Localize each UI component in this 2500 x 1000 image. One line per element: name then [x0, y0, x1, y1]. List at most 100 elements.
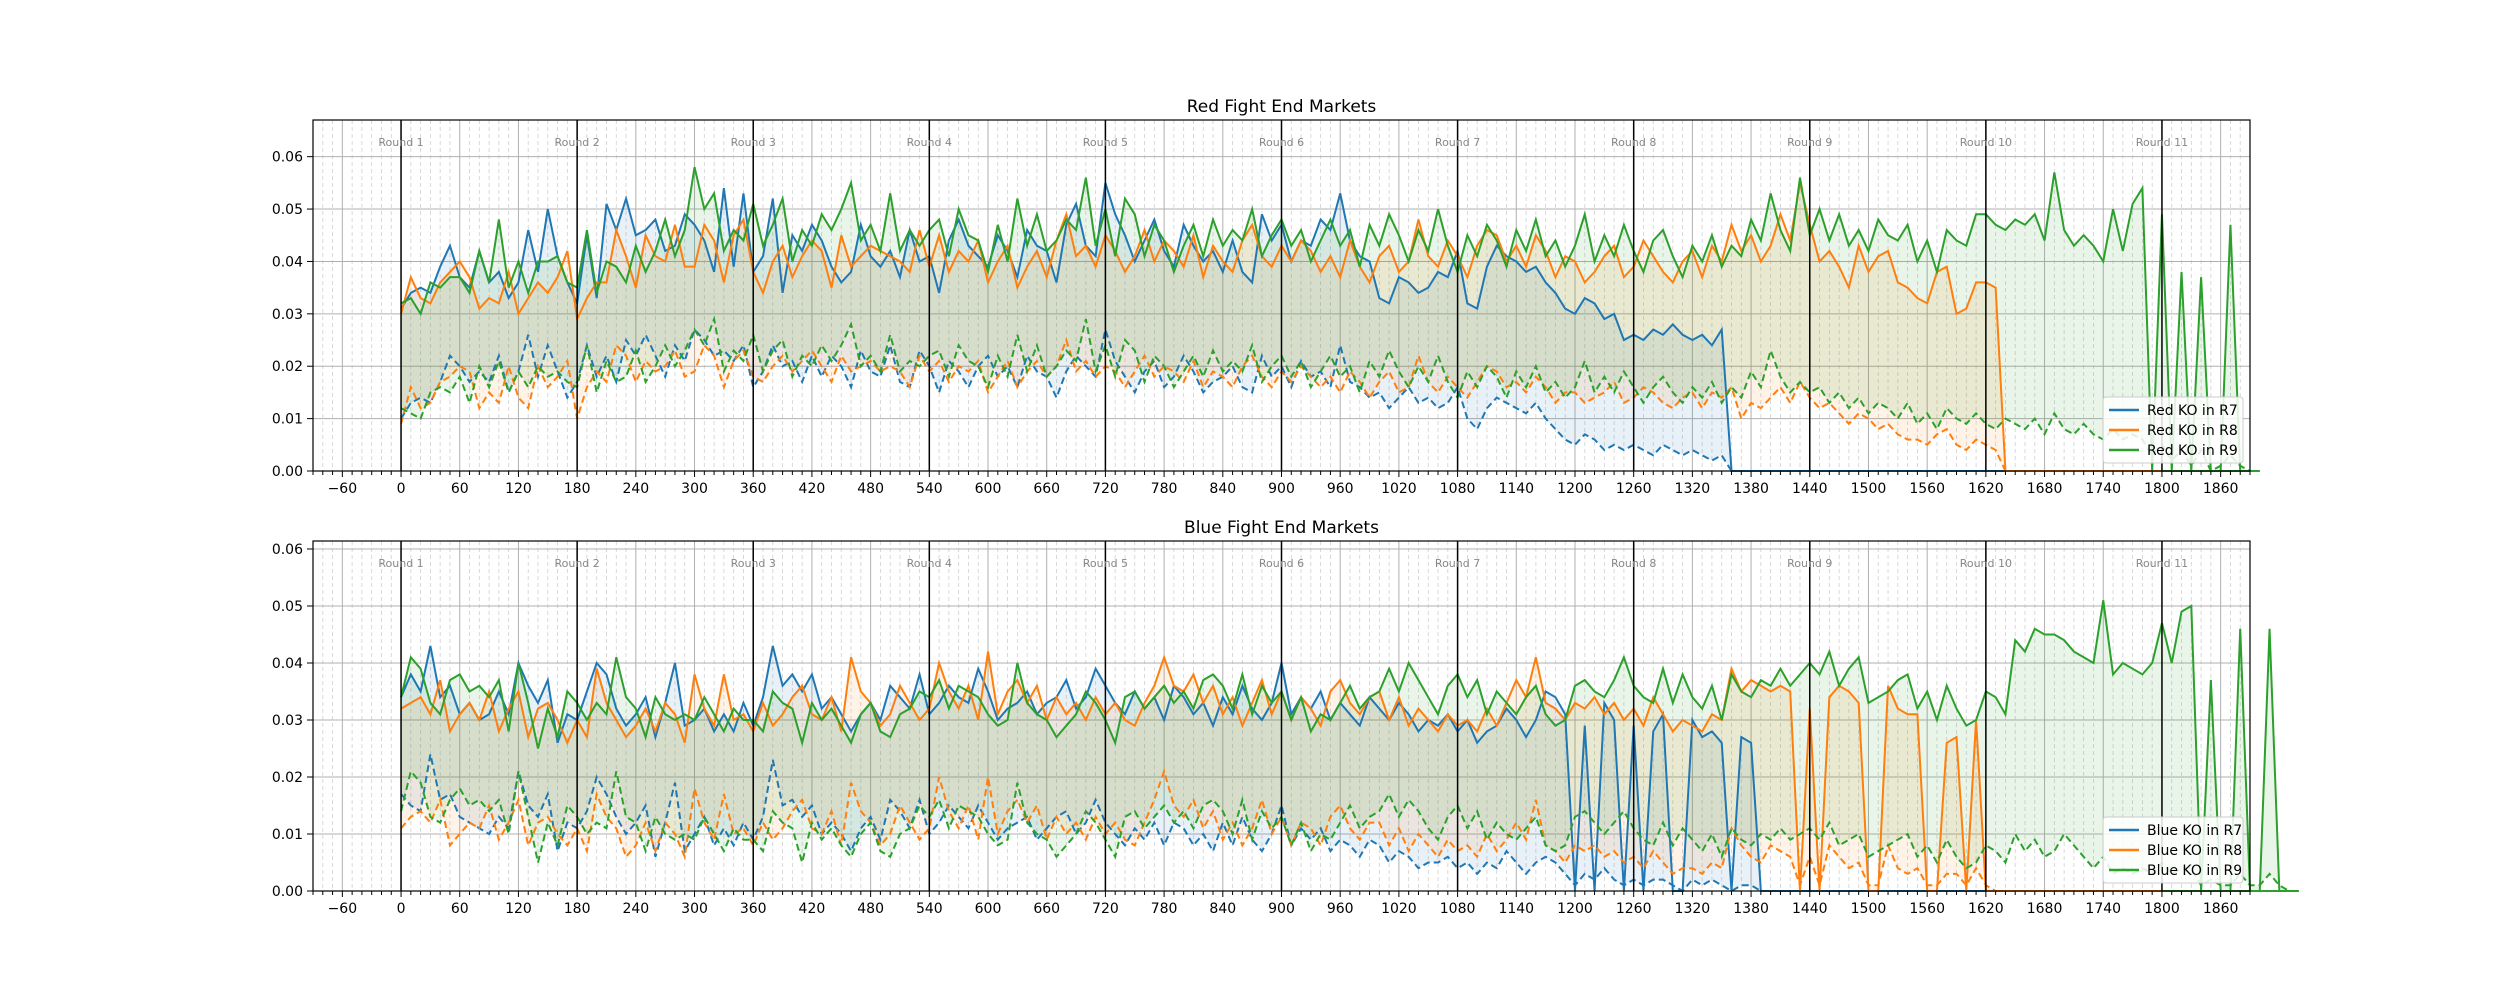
x-tick-label: 660 [1033, 481, 1060, 497]
round-label: Round 3 [731, 557, 776, 570]
x-tick-label: 960 [1327, 481, 1354, 497]
legend-entry: Blue KO in R7 [2147, 823, 2242, 839]
x-tick-label: 960 [1327, 901, 1354, 917]
series-lower-line [400, 767, 2006, 892]
x-tick-label: 540 [916, 481, 943, 497]
legend-box [2102, 816, 2244, 884]
series-upper-line [400, 645, 2162, 892]
x-tick-label: 1500 [1851, 901, 1887, 917]
y-tick-label: 0.02 [272, 770, 303, 786]
series-lower-line [400, 325, 1733, 472]
x-tick-label: 1500 [1851, 481, 1887, 497]
x-tick-label: 900 [1268, 901, 1295, 917]
x-tick-label: −60 [328, 901, 358, 917]
round-label: Round 5 [1083, 557, 1128, 570]
x-tick-label: 1260 [1616, 901, 1652, 917]
y-tick-label: 0.06 [272, 542, 303, 558]
legend-entry: Red KO in R8 [2147, 423, 2238, 439]
chart-title: Blue Fight End Markets [1184, 518, 1379, 538]
x-tick-label: 720 [1092, 901, 1119, 917]
series-fill-9 [401, 600, 2299, 891]
x-tick-label: 1620 [1968, 901, 2004, 917]
x-tick-label: 1140 [1498, 901, 1534, 917]
x-tick-label: 1740 [2085, 901, 2121, 917]
x-tick-label: 1620 [1968, 481, 2004, 497]
x-tick-label: 1020 [1381, 901, 1417, 917]
legend-entry: Red KO in R9 [2147, 443, 2238, 459]
red-fight-end-markets-panel: Round 1 Round 2 Round 3 Round 4 Round 5 Round… [272, 97, 2260, 497]
round-label: Round 1 [378, 136, 423, 149]
x-tick-label: 1200 [1557, 901, 1593, 917]
round-label: Round 8 [1611, 557, 1656, 570]
series-lower-line [400, 315, 2260, 473]
round-label: Round 11 [2136, 136, 2188, 149]
x-tick-label: 1560 [1909, 901, 1945, 917]
round-label: Round 6 [1259, 136, 1304, 149]
y-tick-label: 0.05 [272, 202, 303, 218]
x-tick-label: 1080 [1440, 481, 1476, 497]
x-tick-label: 420 [799, 481, 826, 497]
x-tick-label: 480 [857, 901, 884, 917]
x-tick-label: 1320 [1675, 481, 1711, 497]
series-fill-7 [401, 182, 1732, 472]
series-fill-8 [401, 182, 2006, 472]
round-label: Round 4 [907, 557, 952, 570]
x-tick-label: 1200 [1557, 481, 1593, 497]
series-fill-8 [401, 651, 2006, 891]
round-label: Round 9 [1787, 136, 1832, 149]
x-tick-label: 0 [397, 481, 406, 497]
x-tick-label: 600 [975, 481, 1002, 497]
x-tick-label: 300 [681, 481, 708, 497]
x-tick-label: 480 [857, 481, 884, 497]
series-upper-line [400, 182, 2162, 472]
x-tick-label: 300 [681, 901, 708, 917]
x-tick-label: 240 [622, 901, 649, 917]
x-tick-label: 1080 [1440, 901, 1476, 917]
x-tick-label: 420 [799, 901, 826, 917]
x-tick-label: 1440 [1792, 481, 1828, 497]
x-tick-label: 1380 [1733, 481, 1769, 497]
x-tick-label: 1800 [2144, 901, 2180, 917]
x-tick-label: 840 [1209, 481, 1236, 497]
series-lower-line [400, 769, 2299, 892]
y-tick-label: 0.01 [272, 412, 303, 428]
y-tick-label: 0.03 [272, 713, 303, 729]
series-upper-line [400, 600, 2299, 892]
x-tick-label: 780 [1151, 901, 1178, 917]
x-tick-label: 840 [1209, 901, 1236, 917]
round-label: Round 7 [1435, 136, 1480, 149]
y-tick-label: 0.06 [272, 150, 303, 166]
y-tick-label: 0.00 [272, 464, 303, 480]
legend-entry: Blue KO in R9 [2147, 863, 2242, 879]
x-tick-label: 900 [1268, 481, 1295, 497]
x-tick-label: 240 [622, 481, 649, 497]
x-tick-label: 1020 [1381, 481, 1417, 497]
chart-title: Red Fight End Markets [1187, 97, 1377, 117]
round-label: Round 1 [378, 557, 423, 570]
x-tick-label: 1380 [1733, 901, 1769, 917]
round-label: Round 5 [1083, 136, 1128, 149]
x-tick-label: 60 [451, 901, 469, 917]
series-fill-7 [401, 645, 1781, 891]
round-label: Round 3 [731, 136, 776, 149]
round-label: Round 7 [1435, 557, 1480, 570]
series-upper-line [400, 182, 2162, 472]
x-tick-label: 360 [740, 481, 767, 497]
x-tick-label: 0 [397, 901, 406, 917]
legend-entry: Red KO in R7 [2147, 403, 2238, 419]
x-tick-label: 120 [505, 481, 532, 497]
blue-fight-end-markets-panel: Round 1 Round 2 Round 3 Round 4 Round 5 Round… [272, 518, 2299, 917]
x-tick-label: 780 [1151, 481, 1178, 497]
x-tick-label: −60 [328, 481, 358, 497]
x-tick-label: 1680 [2027, 901, 2063, 917]
x-tick-label: 1320 [1675, 901, 1711, 917]
x-tick-label: 1860 [2203, 481, 2239, 497]
x-tick-label: 1560 [1909, 481, 1945, 497]
y-tick-label: 0.01 [272, 827, 303, 843]
x-tick-label: 120 [505, 901, 532, 917]
round-label: Round 4 [907, 136, 952, 149]
y-tick-label: 0.04 [272, 254, 303, 270]
legend: Red KO in R7 Red KO in R8 Red KO in R9 [2102, 396, 2244, 464]
x-tick-label: 1260 [1616, 481, 1652, 497]
